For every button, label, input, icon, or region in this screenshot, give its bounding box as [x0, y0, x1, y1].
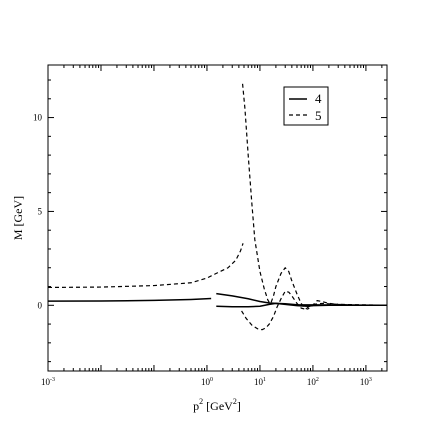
x-tick-label: 10-3	[41, 377, 55, 387]
series-5-curve-2	[241, 83, 387, 310]
series-5-curve-3	[241, 290, 388, 331]
y-axis-title: M [GeV]	[11, 196, 25, 240]
legend-label-5: 5	[315, 108, 322, 123]
series-5-curve-1	[47, 243, 244, 289]
x-tick-label: 101	[254, 377, 266, 387]
x-tick-label: 103	[360, 377, 372, 387]
series-4-curve-3	[216, 302, 388, 308]
legend-label-4: 4	[315, 91, 322, 106]
tick-labels: 10-3 100 101 102 103 0 5 10	[33, 113, 372, 387]
series-4-curve-1	[47, 297, 212, 302]
y-tick-label: 10	[33, 113, 43, 123]
y-tick-label: 0	[38, 300, 43, 310]
x-tick-label: 102	[307, 377, 319, 387]
ticks-layer	[47, 65, 387, 371]
x-axis-title: p2 [GeV2]	[193, 397, 241, 413]
legend-box	[283, 86, 329, 126]
legend: 4 5	[283, 86, 329, 126]
series-layer	[47, 83, 388, 331]
plot-frame	[47, 64, 388, 372]
y-tick-label: 5	[38, 206, 43, 216]
x-tick-label: 100	[201, 377, 213, 387]
